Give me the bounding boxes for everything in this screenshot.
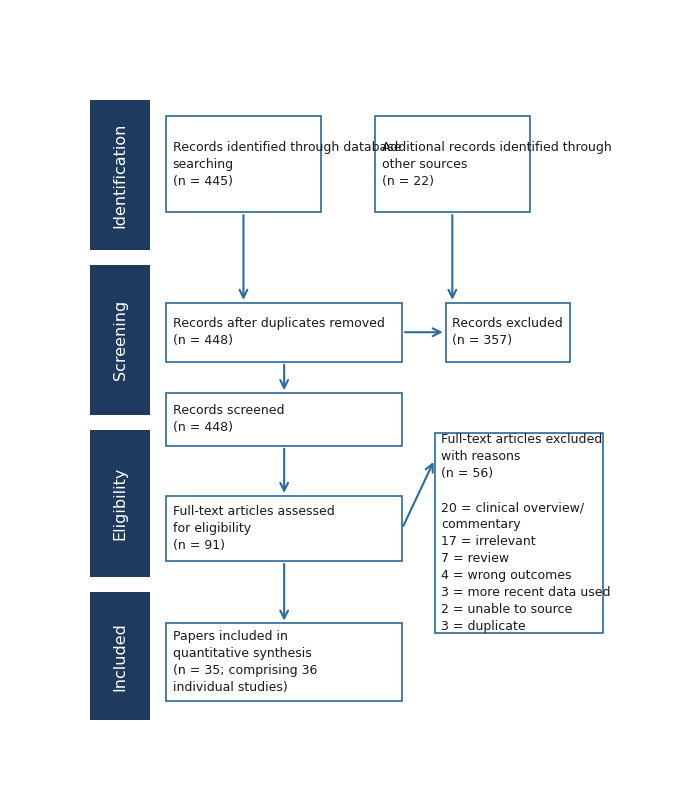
Text: Additional records identified through
other sources
(n = 22): Additional records identified through ot… [382,141,611,188]
Text: Included: Included [113,622,127,691]
Text: Records after duplicates removed
(n = 448): Records after duplicates removed (n = 44… [173,317,384,347]
Text: Screening: Screening [113,300,127,380]
Bar [90,592,150,720]
Text: Full-text articles assessed
for eligibility
(n = 91): Full-text articles assessed for eligibil… [173,505,335,552]
Bar [166,303,402,362]
Text: Papers included in
quantitative synthesis
(n = 35; comprising 36
individual stud: Papers included in quantitative synthesi… [173,630,317,694]
Bar [166,116,321,212]
Text: Records identified through database
searching
(n = 445): Records identified through database sear… [173,141,401,188]
Bar [90,265,150,415]
Bar [166,624,402,701]
Bar [90,100,150,250]
Bar [375,116,530,212]
Bar [435,434,603,633]
Bar [166,393,402,446]
Text: Records excluded
(n = 357): Records excluded (n = 357) [452,317,563,347]
Text: Full-text articles excluded
with reasons
(n = 56)

20 = clinical overview/
comme: Full-text articles excluded with reasons… [441,433,610,633]
Bar [90,430,150,577]
Bar [166,496,402,561]
Bar [446,303,570,362]
Text: Eligibility: Eligibility [113,467,127,540]
Text: Identification: Identification [113,122,127,227]
Text: Records screened
(n = 448): Records screened (n = 448) [173,404,284,434]
